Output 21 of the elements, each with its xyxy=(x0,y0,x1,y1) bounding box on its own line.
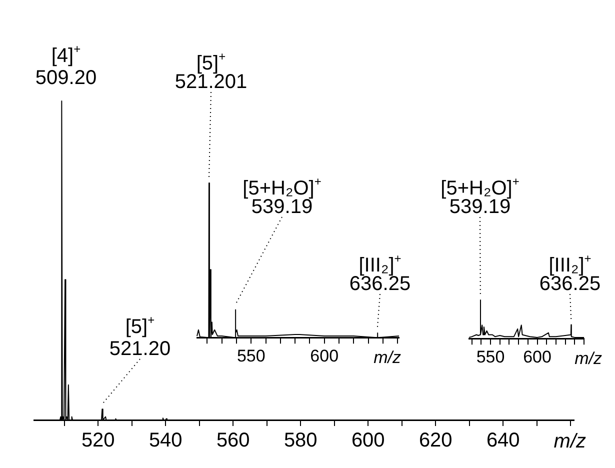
x-axis-title: m/z xyxy=(374,348,402,367)
annotation: [5]+ 521.20 xyxy=(109,313,171,360)
x-axis-title: m/z xyxy=(574,348,602,368)
x-tick-label: 600 xyxy=(310,346,339,366)
x-tick-label: 620 xyxy=(418,430,452,452)
x-tick-label: 640 xyxy=(486,430,520,452)
annotation: [III₂]+ 636.25 xyxy=(349,251,411,295)
annotation: [5+H₂O]+ 539.19 xyxy=(440,174,520,218)
x-tick-label: 600 xyxy=(351,430,385,452)
annotation: [4]+ 509.20 xyxy=(35,42,97,89)
x-tick-label: 580 xyxy=(284,430,318,452)
x-tick-label: 550 xyxy=(236,346,266,366)
annotation: [5]+ 521.201 xyxy=(174,49,248,93)
x-tick-label: 560 xyxy=(216,430,250,452)
x-axis-title: m/z xyxy=(554,430,586,453)
annotation: [III₂]+ 636.25 xyxy=(539,251,601,295)
annotation: [5+H₂O]+ 539.19 xyxy=(242,174,322,218)
x-tick-label: 550 xyxy=(476,347,505,366)
x-tick-label: 540 xyxy=(148,430,182,452)
x-tick-label: 520 xyxy=(81,430,115,452)
x-tick-label: 600 xyxy=(523,347,552,366)
